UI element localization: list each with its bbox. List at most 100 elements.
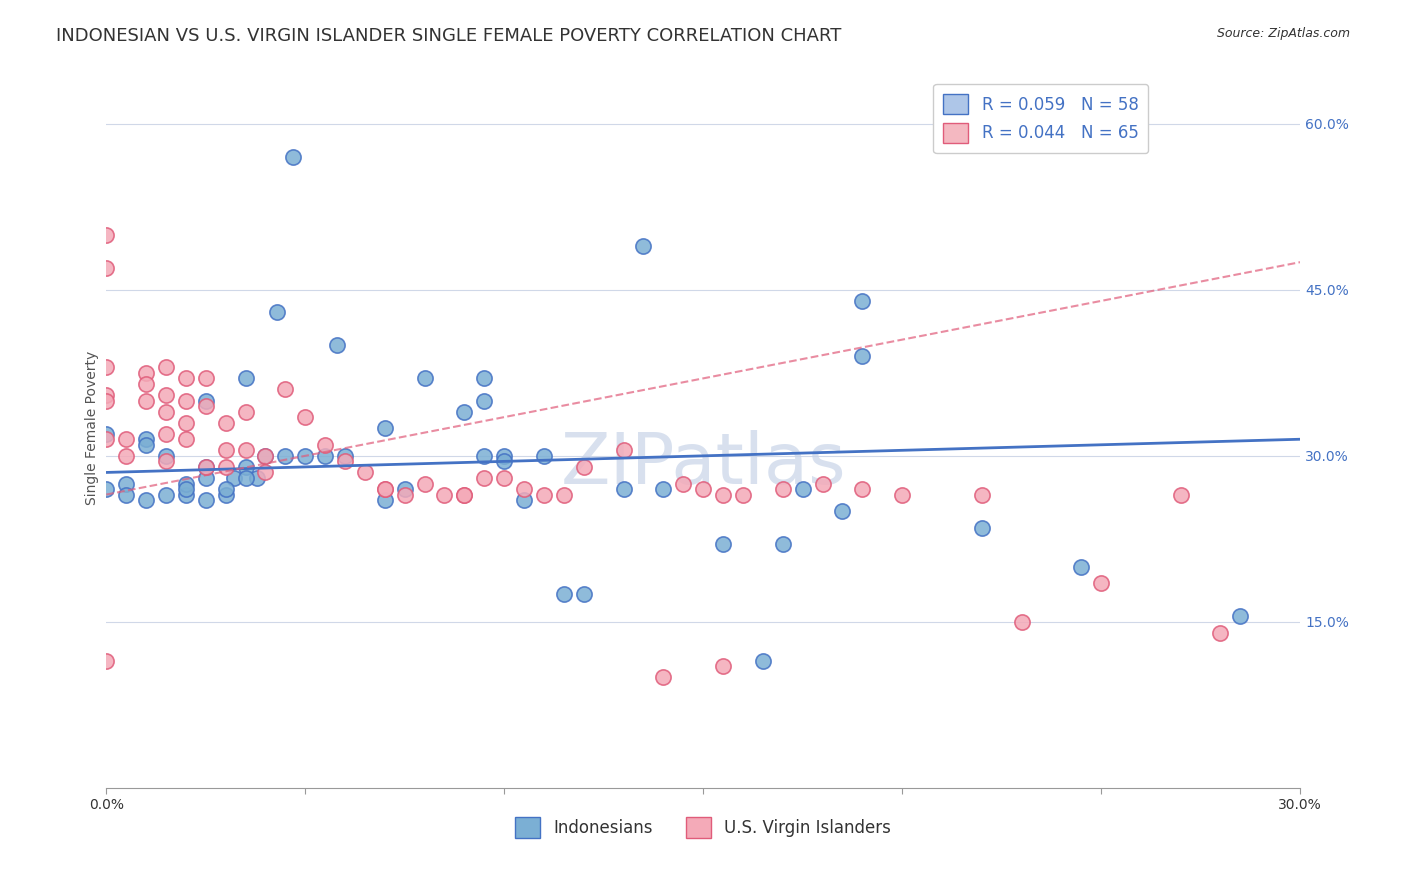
Point xyxy=(194,471,217,485)
Point xyxy=(553,487,575,501)
Point xyxy=(513,493,536,508)
Point xyxy=(333,449,356,463)
Point xyxy=(472,371,495,385)
Point xyxy=(731,487,754,501)
Point xyxy=(235,371,257,385)
Point xyxy=(254,449,277,463)
Point xyxy=(1090,576,1112,591)
Point xyxy=(314,438,336,452)
Point xyxy=(374,482,396,496)
Point xyxy=(326,338,349,352)
Point xyxy=(453,404,475,418)
Point xyxy=(214,443,236,458)
Point xyxy=(174,482,197,496)
Point xyxy=(711,537,734,551)
Point xyxy=(135,366,157,380)
Point xyxy=(613,482,636,496)
Point xyxy=(572,459,595,474)
Point xyxy=(194,493,217,508)
Point xyxy=(135,393,157,408)
Point xyxy=(692,482,714,496)
Point xyxy=(333,454,356,468)
Point xyxy=(1170,487,1192,501)
Point xyxy=(135,376,157,391)
Point xyxy=(155,404,177,418)
Point xyxy=(96,260,118,275)
Point xyxy=(772,537,794,551)
Point xyxy=(96,426,118,441)
Point xyxy=(394,487,416,501)
Point xyxy=(222,471,245,485)
Point xyxy=(214,459,236,474)
Point xyxy=(711,487,734,501)
Point xyxy=(115,449,138,463)
Point xyxy=(115,432,138,446)
Point xyxy=(1209,626,1232,640)
Point xyxy=(453,487,475,501)
Point xyxy=(283,150,305,164)
Point xyxy=(194,459,217,474)
Point xyxy=(294,410,316,425)
Point xyxy=(235,459,257,474)
Point xyxy=(294,449,316,463)
Point xyxy=(792,482,814,496)
Point xyxy=(652,482,675,496)
Point xyxy=(174,371,197,385)
Point xyxy=(831,504,853,518)
Point xyxy=(254,449,277,463)
Point xyxy=(96,227,118,242)
Point xyxy=(214,487,236,501)
Point xyxy=(115,487,138,501)
Point xyxy=(174,432,197,446)
Point xyxy=(174,476,197,491)
Point xyxy=(672,476,695,491)
Point xyxy=(155,426,177,441)
Point xyxy=(494,471,516,485)
Point xyxy=(235,471,257,485)
Y-axis label: Single Female Poverty: Single Female Poverty xyxy=(86,351,100,505)
Point xyxy=(433,487,456,501)
Point xyxy=(374,482,396,496)
Point xyxy=(374,421,396,435)
Point xyxy=(96,360,118,375)
Point xyxy=(266,305,288,319)
Point xyxy=(851,293,873,308)
Point xyxy=(274,449,297,463)
Point xyxy=(652,670,675,684)
Point xyxy=(374,493,396,508)
Point xyxy=(235,443,257,458)
Point xyxy=(174,416,197,430)
Point xyxy=(214,482,236,496)
Point xyxy=(494,449,516,463)
Point xyxy=(970,521,993,535)
Point xyxy=(851,349,873,363)
Point xyxy=(96,393,118,408)
Point xyxy=(394,482,416,496)
Point xyxy=(772,482,794,496)
Point xyxy=(174,393,197,408)
Point xyxy=(472,449,495,463)
Point xyxy=(96,432,118,446)
Point xyxy=(135,432,157,446)
Point xyxy=(1070,559,1092,574)
Point xyxy=(115,476,138,491)
Point xyxy=(494,454,516,468)
Point xyxy=(194,393,217,408)
Text: INDONESIAN VS U.S. VIRGIN ISLANDER SINGLE FEMALE POVERTY CORRELATION CHART: INDONESIAN VS U.S. VIRGIN ISLANDER SINGL… xyxy=(56,27,842,45)
Point xyxy=(811,476,834,491)
Point xyxy=(135,438,157,452)
Point xyxy=(246,471,269,485)
Point xyxy=(155,454,177,468)
Point xyxy=(96,482,118,496)
Legend: Indonesians, U.S. Virgin Islanders: Indonesians, U.S. Virgin Islanders xyxy=(509,811,898,844)
Point xyxy=(453,487,475,501)
Point xyxy=(851,482,873,496)
Point xyxy=(314,449,336,463)
Point xyxy=(155,360,177,375)
Point xyxy=(413,476,436,491)
Point xyxy=(155,388,177,402)
Point xyxy=(96,388,118,402)
Point xyxy=(633,238,655,252)
Point xyxy=(194,459,217,474)
Point xyxy=(214,416,236,430)
